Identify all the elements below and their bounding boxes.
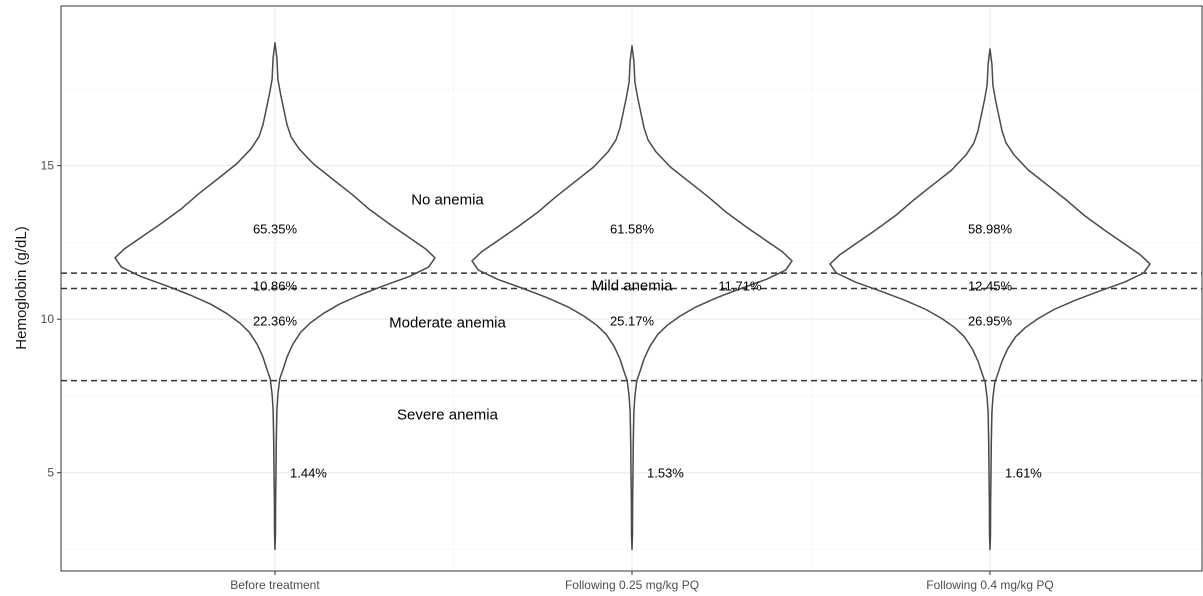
- percent-label: 1.61%: [1005, 466, 1042, 481]
- percent-label: 11.71%: [718, 278, 762, 293]
- violins: [114, 42, 1151, 551]
- percent-label: 10.86%: [253, 278, 298, 293]
- y-tick-label: 10: [41, 312, 55, 326]
- percent-label: 1.53%: [647, 466, 684, 481]
- region-label: No anemia: [411, 191, 484, 208]
- y-axis-title: Hemoglobin (g/dL): [13, 226, 30, 349]
- y-axis: 5 10 15: [41, 159, 61, 480]
- percent-label: 26.95%: [968, 314, 1013, 329]
- y-tick-label: 5: [47, 466, 54, 480]
- x-tick-label: Following 0.4 mg/kg PQ: [926, 578, 1053, 592]
- x-tick-label: Before treatment: [230, 578, 320, 592]
- percent-label: 25.17%: [610, 314, 655, 329]
- x-axis: Before treatment Following 0.25 mg/kg PQ F…: [230, 571, 1054, 592]
- violin-1: [114, 42, 436, 551]
- region-label: Mild anemia: [592, 277, 674, 294]
- percent-label: 1.44%: [290, 466, 327, 481]
- percent-label: 65.35%: [253, 222, 298, 237]
- annotation-labels: No anemia Mild anemia Moderate anemia Sever…: [253, 191, 1042, 480]
- percent-label: 22.36%: [253, 314, 298, 329]
- region-label: Moderate anemia: [389, 314, 506, 331]
- y-tick-label: 15: [41, 159, 55, 173]
- threshold-lines: [61, 272, 1202, 382]
- percent-label: 58.98%: [968, 222, 1013, 237]
- violin-3: [829, 48, 1151, 551]
- region-label: Severe anemia: [397, 406, 499, 423]
- percent-label: 12.45%: [968, 278, 1013, 293]
- percent-label: 61.58%: [610, 222, 655, 237]
- x-tick-label: Following 0.25 mg/kg PQ: [565, 578, 699, 592]
- violin-2: [471, 45, 793, 551]
